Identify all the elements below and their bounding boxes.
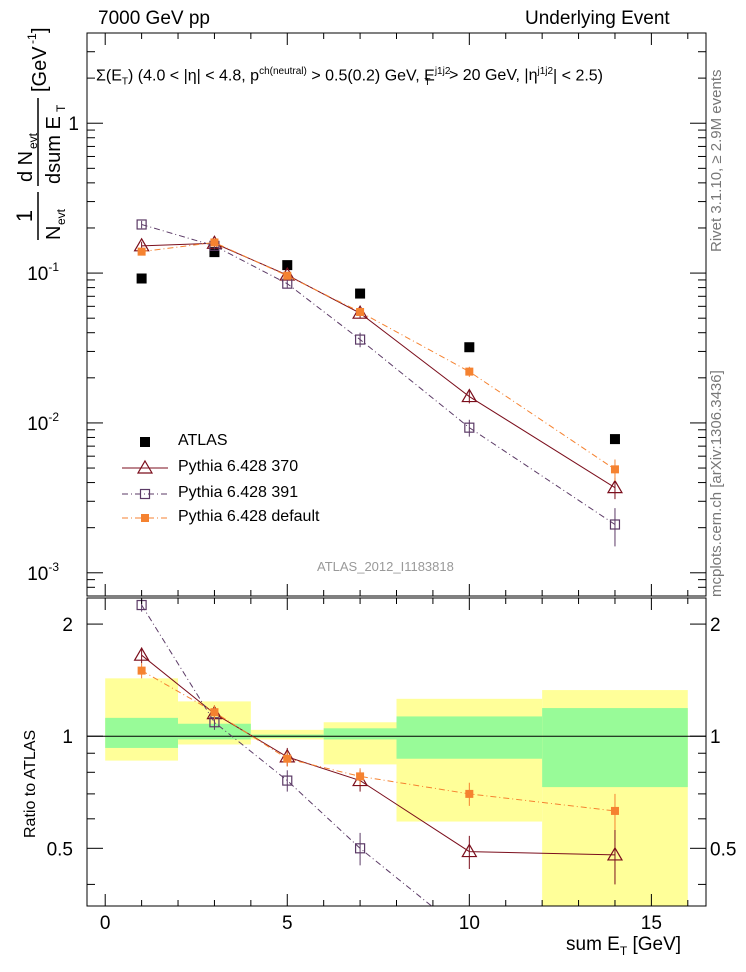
y-tick-label-bot-left-0: 0.5	[47, 839, 73, 860]
x-tick-label-2: 10	[459, 913, 480, 934]
point-atlas-2	[282, 260, 293, 271]
point-bot-0-0	[133, 647, 150, 661]
x-tick-label-1: 5	[282, 913, 293, 934]
y-tick-label-top-2: 10-1	[27, 260, 59, 285]
y-tick-label-bot-left-1: 1	[62, 727, 73, 748]
point-top-1-4	[461, 388, 478, 403]
x-tick-label-0: 0	[100, 913, 111, 934]
band-inner-5	[542, 708, 688, 788]
legend-marker-3	[141, 514, 149, 522]
y-tick-label-top-0: 10-3	[27, 560, 59, 585]
x-tick-label-3: 15	[641, 913, 662, 934]
legend-marker-atlas	[140, 437, 150, 447]
ylabel-unit: [GeV	[29, 46, 51, 92]
legend-label-370: Pythia 6.428 370	[178, 458, 299, 475]
band-inner-1	[178, 723, 251, 740]
legend-label-default: Pythia 6.428 default	[178, 508, 320, 525]
point-bot-2-5	[610, 806, 619, 815]
point-atlas-4	[464, 342, 475, 353]
header-right: Underlying Event	[525, 8, 670, 29]
point-bot-0-4	[461, 843, 478, 858]
ylabel-nevt-sub: evt	[54, 208, 68, 225]
analysis-watermark: ATLAS_2012_I1183818	[317, 559, 454, 574]
mcplots-label: mcplots.cern.ch [arXiv:1306.3436]	[708, 370, 725, 597]
point-top-3-3	[356, 307, 365, 316]
point-top-2-5	[609, 519, 621, 530]
point-bot-1-3	[354, 843, 366, 854]
data-series	[133, 219, 624, 906]
y-tick-label-bot-right-0: 0.5	[710, 839, 736, 860]
line-top-2	[141, 224, 616, 525]
point-top-2-0	[136, 219, 147, 230]
ratio-uncertainty-bands	[87, 678, 706, 906]
header-left: 7000 GeV pp	[98, 8, 210, 29]
y-tick-label-bot-left-2: 2	[62, 615, 73, 636]
ylabel-unit-sup: -1	[25, 33, 39, 44]
legend-label-atlas: ATLAS	[178, 432, 228, 449]
point-top-3-2	[283, 271, 292, 280]
legend-marker-2	[139, 488, 151, 500]
point-bot-2-0	[137, 666, 146, 675]
point-bot-2-2	[283, 754, 292, 763]
series-top-0	[136, 247, 620, 445]
y-tick-label-bot-right-1: 1	[710, 727, 721, 748]
band-inner-4	[396, 716, 543, 759]
point-bot-1-2	[282, 775, 293, 786]
y-tick-label-top-3: 1	[68, 114, 79, 135]
ylabel-dn-sub: evt	[26, 132, 40, 149]
ylabel-nevt: N	[43, 226, 65, 240]
point-top-3-5	[610, 465, 619, 474]
y-tick-label-bot-right-2: 2	[710, 615, 721, 636]
point-bot-2-1	[210, 708, 219, 717]
ylabel-dsum: dsum E	[43, 116, 65, 184]
series-bottom	[133, 598, 624, 906]
ylabel-one: 1	[12, 210, 37, 222]
legend-markers	[122, 437, 168, 522]
point-atlas-5	[609, 434, 620, 445]
point-atlas-1	[209, 247, 220, 258]
line-top-1	[141, 242, 616, 489]
y-axis-label-top: 1 N evt d N evt dsum E T [GeV -1 ]	[8, 2, 88, 262]
point-top-3-0	[137, 247, 146, 256]
x-axis-label: sum ET [GeV]	[566, 934, 682, 958]
point-top-3-4	[465, 367, 474, 376]
point-top-2-4	[464, 422, 475, 433]
line-bot-0	[141, 654, 615, 856]
ylabel-dsum-sub: T	[54, 104, 68, 112]
axis-ticks: 0 5 10 15 10-3 10-2 10-1 1 0.5 0.5 1 1 2 2	[27, 32, 736, 934]
line-top-3	[141, 241, 616, 470]
ylabel-dn: d N	[15, 151, 37, 182]
point-atlas-0	[136, 273, 147, 284]
y-tick-label-top-1: 10-2	[27, 410, 59, 435]
series-top-3	[137, 238, 619, 481]
legend-marker-1	[136, 459, 154, 474]
band-inner-0	[105, 717, 179, 748]
point-top-1-5	[606, 479, 624, 494]
rivet-version-label: Rivet 3.1.10, ≥ 2.9M events	[708, 69, 725, 253]
point-bot-2-3	[356, 772, 365, 781]
plot-title: Σ(ET) (4.0 < |η| < 4.8, pch(neutral) > 0…	[96, 66, 604, 88]
point-bot-2-4	[465, 789, 474, 798]
point-atlas-3	[355, 288, 366, 299]
legend-label-391: Pythia 6.428 391	[178, 484, 299, 501]
y-axis-label-bottom: Ratio to ATLAS	[22, 729, 39, 838]
band-inner-3	[323, 728, 397, 740]
ylabel-unit-end: ]	[29, 27, 51, 33]
point-top-2-3	[354, 334, 366, 345]
point-top-3-1	[210, 238, 219, 247]
point-bot-0-5	[606, 846, 624, 861]
line-bot-2	[141, 670, 616, 812]
